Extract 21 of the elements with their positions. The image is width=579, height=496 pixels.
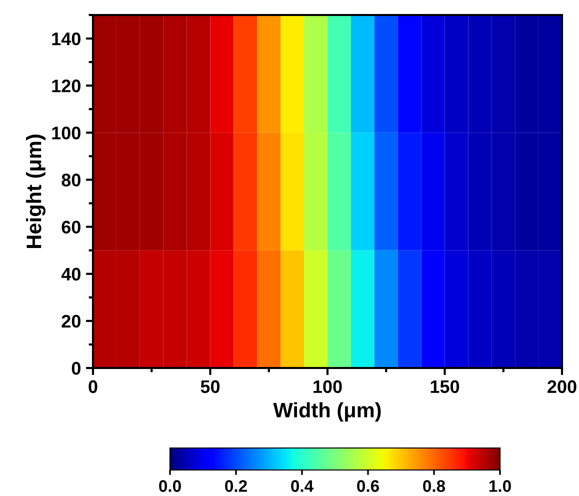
y-tick-label: 0: [72, 362, 80, 375]
y-tick-label: 60: [62, 220, 80, 234]
x-tick-label: 100: [314, 380, 342, 394]
y-tick-label: 40: [61, 268, 80, 281]
color-bar-label: 0.2: [225, 480, 247, 492]
color-bar-label: 0.6: [357, 480, 379, 492]
color-bar-label: 0.4: [291, 480, 314, 492]
x-tick-label: 50: [200, 380, 220, 394]
x-tick-label: 200: [548, 380, 576, 394]
y-tick-label: 80: [62, 174, 80, 186]
y-tick-label: 100: [52, 126, 80, 140]
y-tick-label: 20: [62, 314, 80, 328]
color-bar-label: 0.8: [423, 480, 446, 492]
y-tick-label: 120: [52, 80, 80, 92]
color-bar-label: 1.0: [489, 480, 511, 492]
y-axis-title: Height (μm): [26, 134, 46, 248]
color-bar-label: 0.0: [159, 480, 181, 492]
y-tick-label: 140: [52, 32, 80, 46]
x-axis-title: Width (μm): [273, 402, 381, 422]
x-tick-label: 150: [430, 380, 460, 394]
x-tick-label: 0: [88, 380, 98, 394]
